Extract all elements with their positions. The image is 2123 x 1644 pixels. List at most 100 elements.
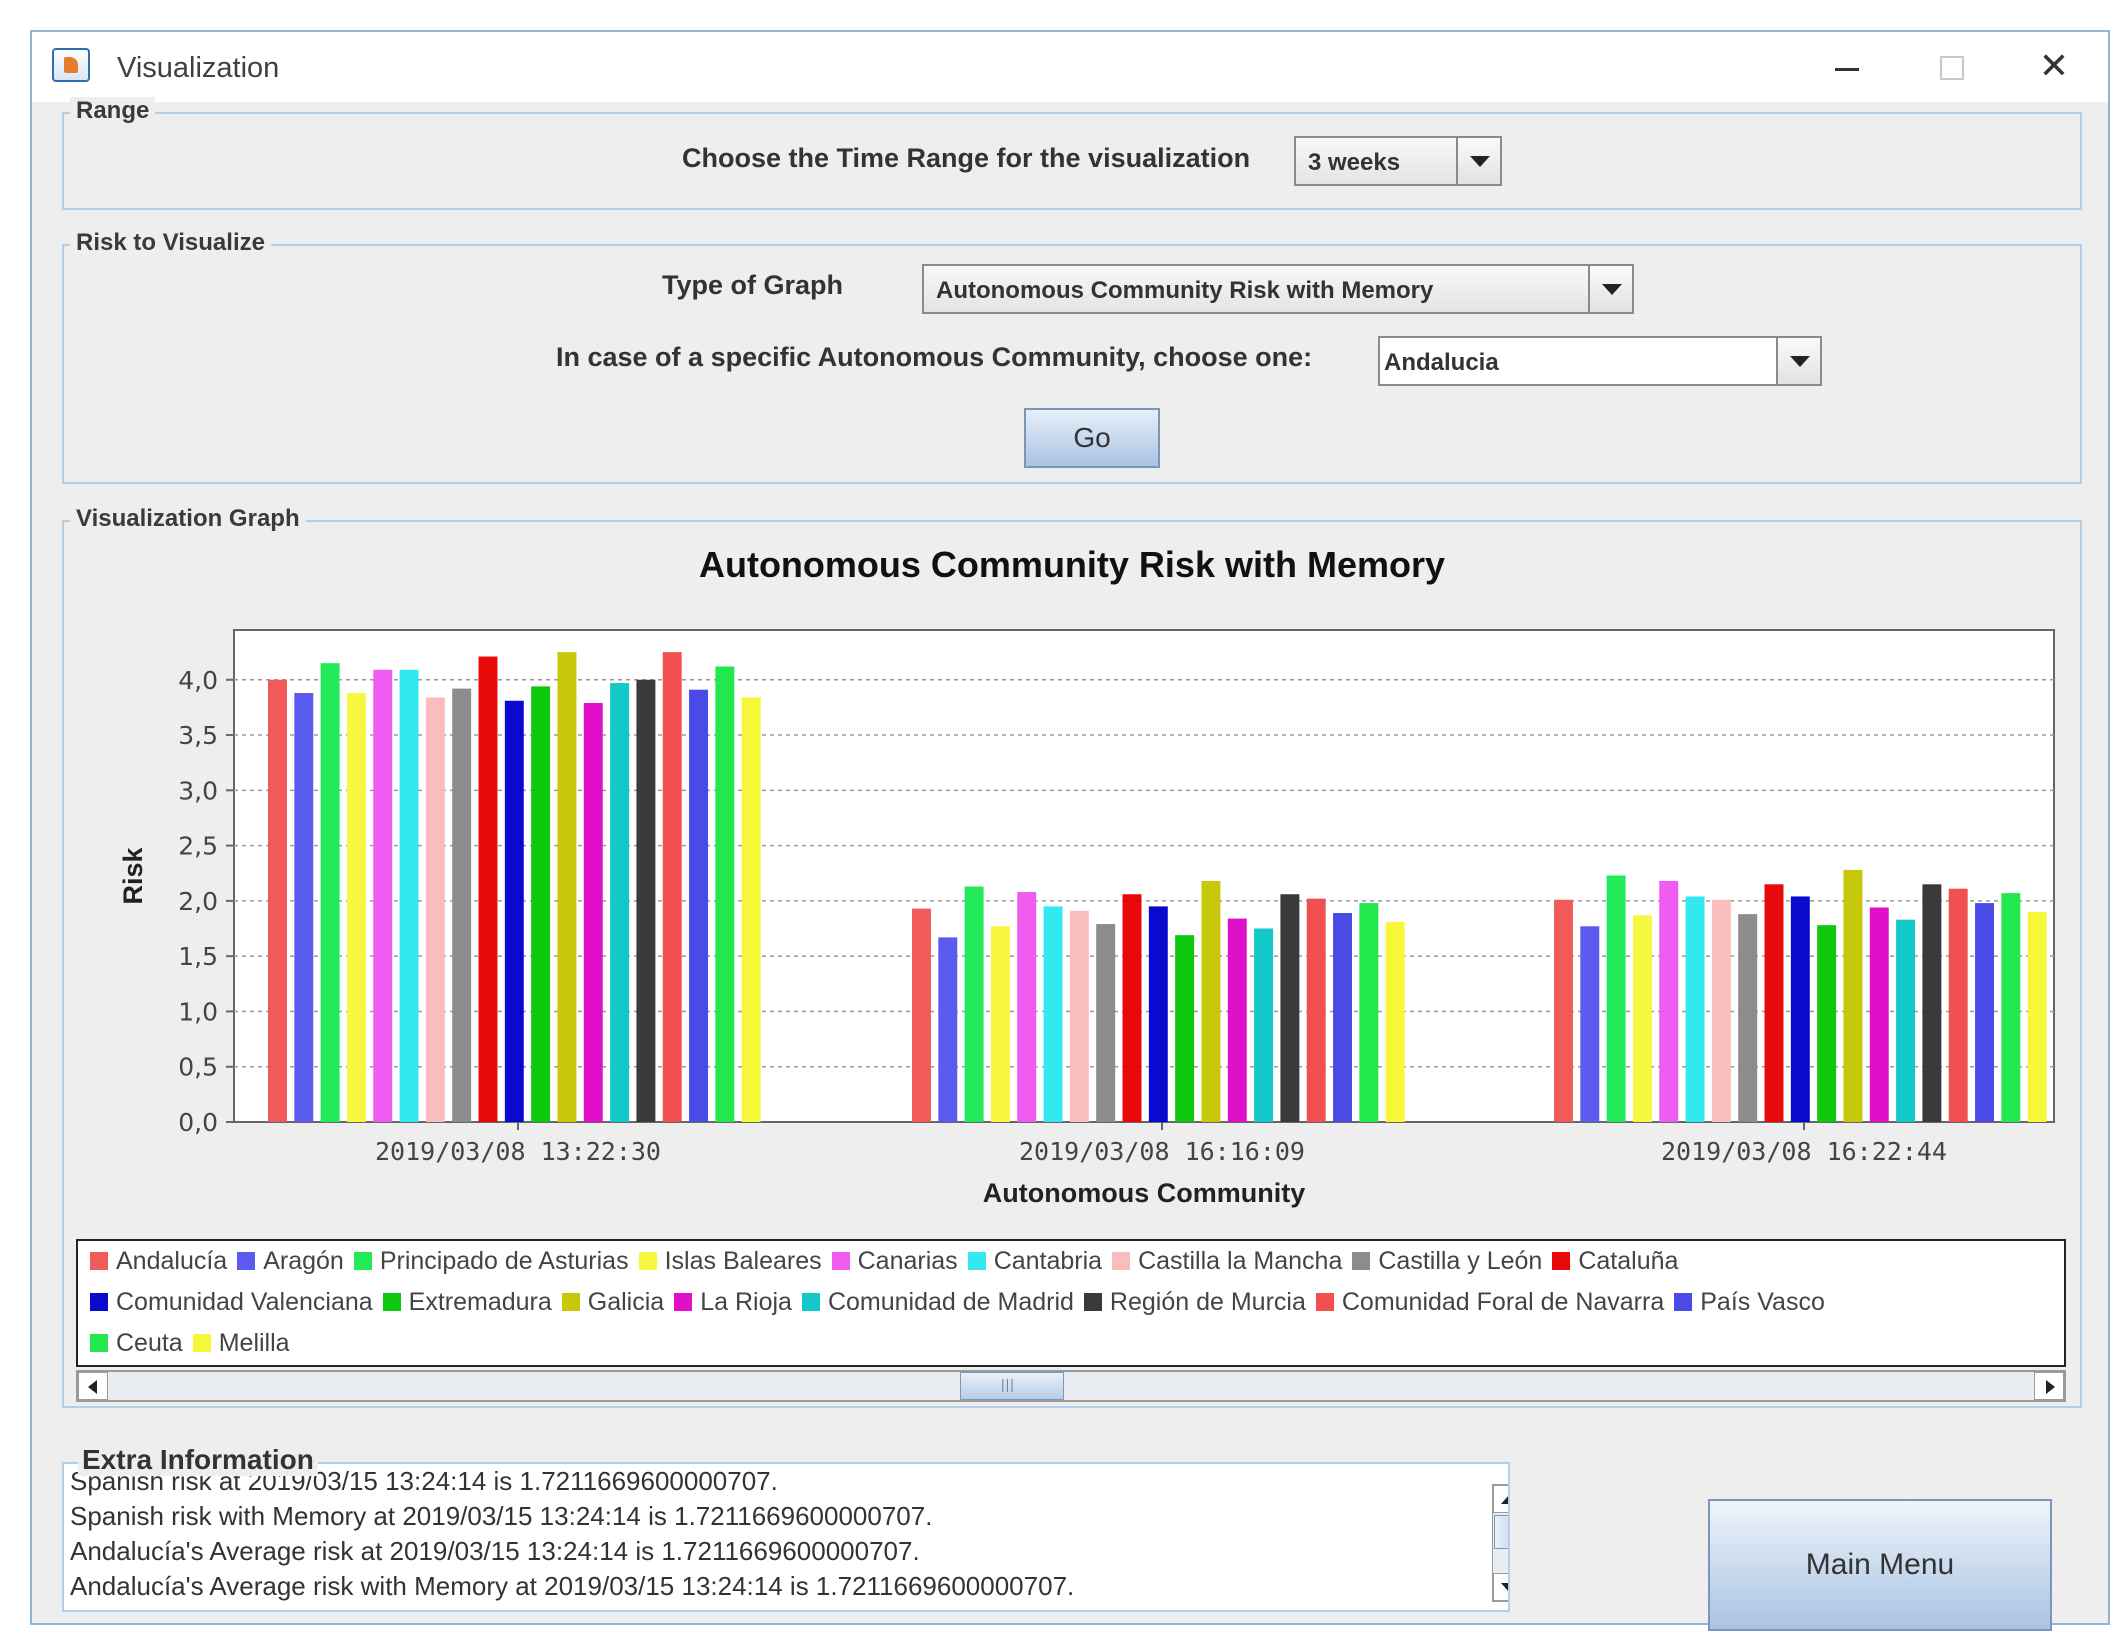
bar [1738,914,1758,1122]
bar [1306,898,1326,1122]
scroll-thumb[interactable] [960,1372,1064,1400]
chevron-down-icon[interactable] [1776,338,1820,384]
legend-label: Cataluña [1578,1247,1679,1275]
legend-label: Comunidad de Madrid [827,1288,1074,1316]
bar [1385,921,1405,1122]
legend-swatch [1112,1252,1131,1270]
legend-item: Comunidad de Madrid [801,1288,1074,1317]
scroll-up-icon[interactable] [1493,1485,1508,1513]
bar [1632,915,1652,1122]
graph-type-label: Type of Graph [662,270,844,300]
bar [1922,884,1942,1122]
y-axis-label: Risk [118,847,148,905]
community-value: Andalucia [1384,349,1499,376]
bar-chart: 0,0 0,5 1,0 1,5 2,0 2,5 3,0 3,5 4,0 Risk 2019/03/0… [118,629,2055,1208]
bar [1096,924,1116,1122]
bar [662,652,682,1122]
x-tick-label: 2019/03/08 16:16:09 [1019,1137,1305,1166]
graph-type-value: Autonomous Community Risk with Memory [936,277,1434,304]
extra-info-box[interactable]: Spanish risk at 2019/03/15 13:24:14 is 1… [62,1462,1510,1612]
horizontal-scrollbar[interactable] [76,1370,2066,1402]
legend-label: Cantabria [993,1247,1103,1275]
legend-item: Principado de Asturias [353,1247,629,1276]
legend-label: Andalucía [116,1247,228,1275]
range-panel: Range Choose the Time Range for the visu… [62,97,2082,210]
time-range-select[interactable]: 3 weeks [1294,136,1502,186]
risk-panel: Risk to Visualize Type of Graph Autonomo… [62,229,2082,484]
legend-item: País Vasco [1674,1288,1825,1317]
java-app-icon [52,48,90,82]
legend-item: Ceuta [90,1329,183,1358]
risk-panel-title: Risk to Visualize [70,229,271,257]
legend-item: Melilla [192,1329,290,1358]
chevron-down-icon[interactable] [1456,138,1500,184]
bar [1333,913,1352,1122]
legend-item: La Rioja [674,1288,792,1317]
y-tick-label: 3,5 [178,721,218,750]
maximize-icon[interactable] [1920,42,1980,92]
graph-type-select[interactable]: Autonomous Community Risk with Memory [922,264,1634,314]
bar [399,669,419,1122]
bar [1254,928,1274,1122]
y-tick-label: 2,0 [178,887,218,916]
bar [938,937,958,1122]
graph-panel-title: Visualization Graph [70,505,306,533]
bar [1148,906,1168,1122]
community-select[interactable]: Andalucia [1378,336,1822,386]
bar [741,697,761,1122]
chart-legend: Andalucía Aragón Principado de Asturias Isl… [76,1239,2066,1367]
bar [1122,894,1142,1122]
legend-label: Comunidad Foral de Navarra [1341,1288,1665,1316]
range-panel-title: Range [70,97,156,125]
legend-row: Ceuta Melilla [90,1329,300,1358]
vertical-scrollbar[interactable] [1492,1484,1508,1602]
bar [1659,880,1679,1122]
go-button[interactable]: Go [1024,408,1160,468]
legend-item: Comunidad Valenciana [90,1288,373,1317]
bar [1764,884,1784,1122]
extra-info-line: Andalucía's Average risk at 2019/03/15 1… [70,1536,920,1566]
legend-label: La Rioja [700,1288,792,1316]
bar [715,666,735,1122]
y-tick-label: 2,5 [178,832,218,861]
chevron-down-icon[interactable] [1588,266,1632,312]
window-title: Visualization [117,52,280,84]
bar [1790,896,1810,1122]
bar [452,688,472,1122]
bar [478,656,498,1122]
legend-swatch [1083,1293,1102,1311]
legend-label: Canarias [857,1247,958,1275]
legend-swatch [1352,1252,1371,1270]
close-icon[interactable]: ✕ [2038,46,2070,87]
bar [531,686,551,1122]
bar [268,679,287,1122]
scroll-left-icon[interactable] [78,1372,108,1400]
scroll-down-icon[interactable] [1493,1573,1508,1601]
y-tick-label: 0,0 [178,1108,218,1137]
bar [1554,899,1573,1122]
visualization-window: Visualization ✕ Range Choose the Time Ra… [30,30,2110,1631]
x-axis-label: Autonomous Community [983,1178,1305,1208]
bar [1017,892,1037,1122]
scroll-right-icon[interactable] [2034,1372,2064,1400]
main-menu-button[interactable]: Main Menu [1708,1499,2052,1631]
legend-item: Islas Baleares [638,1247,822,1276]
time-range-label: Choose the Time Range for the visualizat… [682,143,1251,173]
legend-row: Comunidad Valenciana Extremadura Galicia La… [90,1288,1835,1317]
x-tick-label: 2019/03/08 16:22:44 [1661,1137,1947,1166]
legend-swatch [237,1252,256,1270]
bar [1896,919,1916,1122]
legend-swatch [674,1293,693,1311]
chart-title: Autonomous Community Risk with Memory [698,544,1446,585]
legend-label: Comunidad Valenciana [116,1288,373,1316]
minimize-icon[interactable] [1817,42,1877,92]
legend-swatch [967,1252,986,1270]
legend-item: Cantabria [967,1247,1103,1276]
legend-label: Ceuta [116,1329,183,1357]
legend-label: Extremadura [408,1288,552,1316]
title-bar: Visualization ✕ [32,32,2108,102]
legend-label: Galicia [587,1288,665,1316]
community-label: In case of a specific Autonomous Communi… [556,342,1313,372]
scroll-thumb[interactable] [1494,1515,1508,1549]
legend-item: Andalucía [90,1247,227,1276]
